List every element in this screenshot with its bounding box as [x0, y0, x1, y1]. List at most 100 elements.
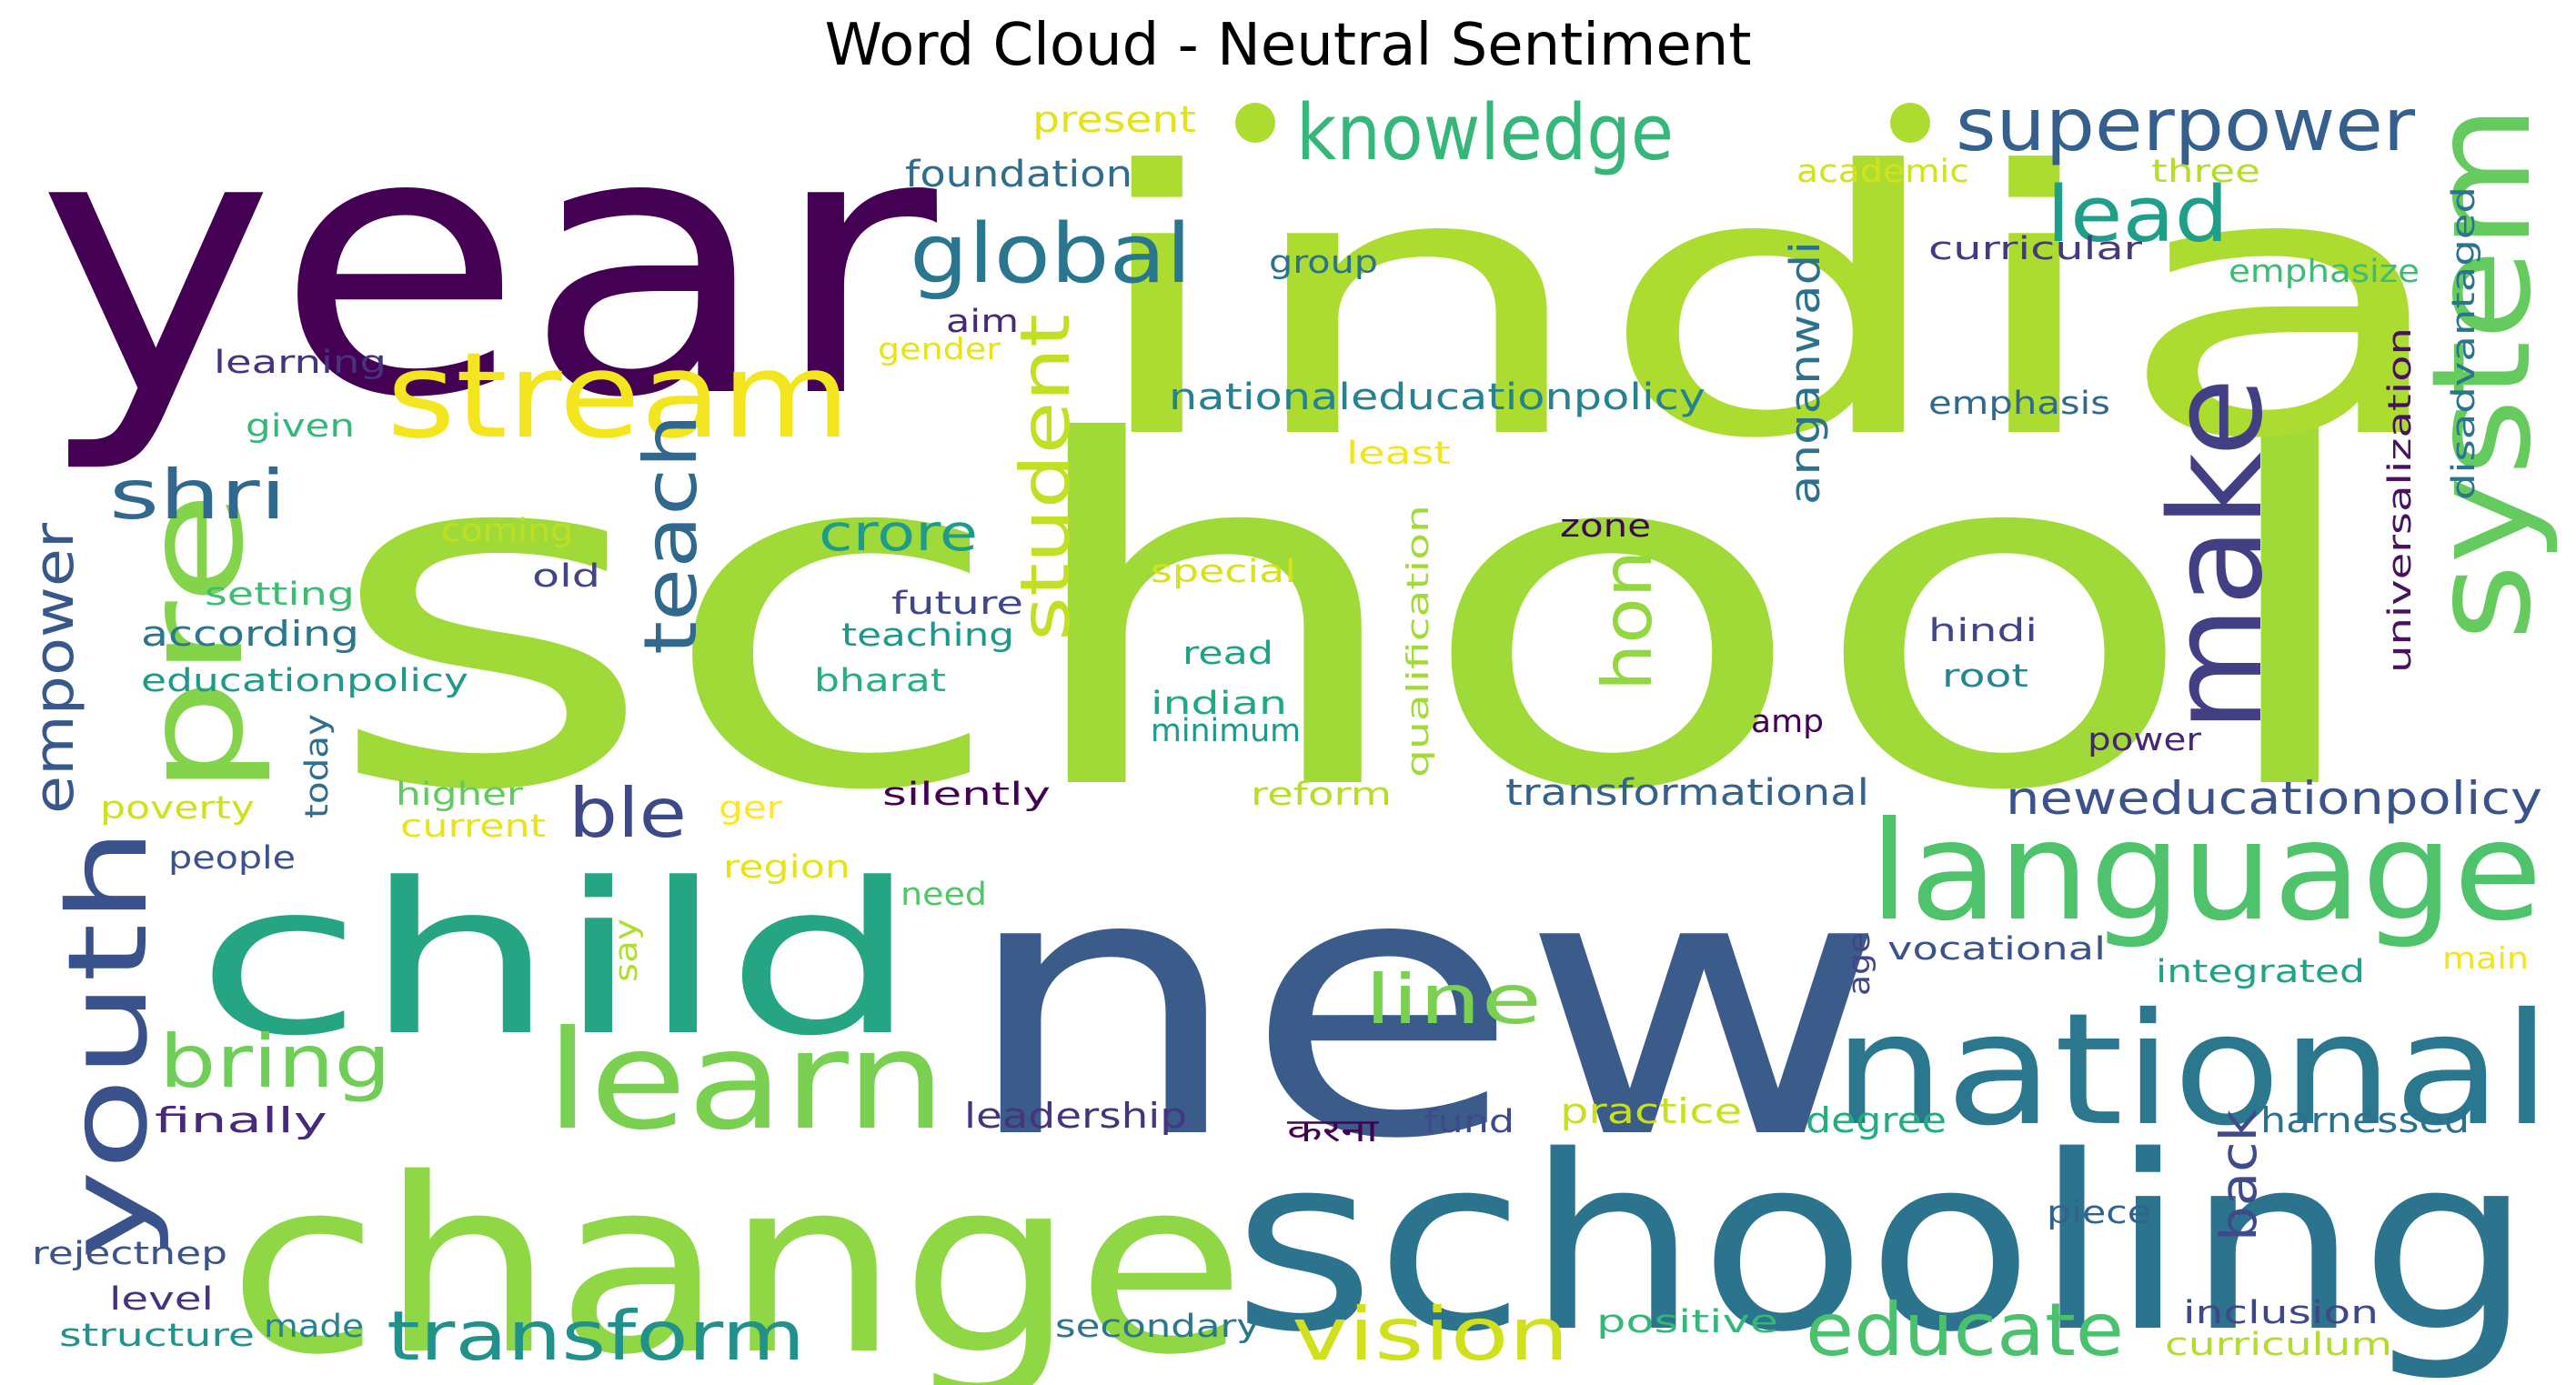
word-global: global	[910, 206, 1192, 302]
word-new: new	[960, 796, 1887, 1219]
word-system: system	[2403, 105, 2561, 641]
word-minimum: minimum	[1151, 713, 1301, 749]
word-higher: higher	[396, 777, 524, 813]
word-structure: structure	[59, 1318, 255, 1354]
word-fund: fund	[1424, 1104, 1514, 1140]
word-special: special	[1151, 554, 1296, 590]
word-learning: learning	[214, 345, 387, 381]
word-according: according	[141, 614, 359, 654]
word-stream: stream	[387, 326, 850, 465]
word-silently: silently	[882, 777, 1051, 813]
word-vocational: vocational	[1887, 931, 2106, 968]
word-old: old	[532, 558, 600, 595]
word-curricular: curricular	[1928, 231, 2143, 267]
word-hindi: hindi	[1928, 613, 2038, 649]
word-crore: crore	[819, 504, 978, 562]
word-rejectnep: rejectnep	[32, 1236, 227, 1272]
word-back: back	[2209, 1109, 2268, 1241]
word-amp: amp	[1751, 704, 1824, 740]
word-group: group	[1269, 245, 1378, 281]
word-academic: academic	[1796, 154, 1969, 190]
word-line: line	[1364, 959, 1542, 1039]
word-leadership: leadership	[964, 1096, 1187, 1136]
word-universalization: universalization	[2382, 327, 2419, 673]
word-finally: finally	[155, 1100, 327, 1140]
word-year: year	[36, 55, 941, 477]
word-devanagari: करना	[1287, 1113, 1379, 1149]
word-reform: reform	[1251, 777, 1392, 813]
word-teach: teach	[629, 414, 713, 655]
chart-title: Word Cloud - Neutral Sentiment	[824, 12, 1752, 79]
word-hon: hon	[1587, 550, 1667, 691]
word-emphasis: emphasis	[1928, 386, 2110, 422]
word-language: language	[1869, 793, 2542, 951]
word-indian: indian	[1151, 686, 1287, 722]
word-poverty: poverty	[100, 790, 255, 827]
word-make: make	[2143, 377, 2291, 732]
word-region: region	[723, 849, 850, 886]
word-least: least	[1346, 436, 1451, 472]
word-anganwadi: anganwadi	[1781, 241, 1829, 505]
word-schooling: schooling	[1233, 1105, 2533, 1385]
word-school: school	[323, 343, 2379, 894]
word-national: national	[1833, 980, 2551, 1160]
word-change: change	[227, 1128, 1246, 1385]
word-harnessed: harnessed	[2260, 1100, 2470, 1140]
word-youth: youth	[45, 828, 172, 1260]
word-level: level	[109, 1281, 214, 1318]
word-superpower: superpower	[1956, 83, 2415, 167]
word-people: people	[168, 840, 296, 877]
word-current: current	[400, 808, 546, 845]
word-lead: lead	[2047, 170, 2229, 260]
word-integrated: integrated	[2156, 954, 2365, 990]
word-need: need	[901, 877, 987, 913]
word-coming: coming	[441, 513, 573, 549]
word-ble: ble	[569, 773, 687, 853]
word-bring: bring	[159, 1019, 391, 1104]
word-transform: transform	[387, 1296, 805, 1376]
word-educationpolicy: educationpolicy	[141, 663, 468, 699]
word-teaching: teaching	[841, 617, 1014, 654]
word-aim: aim	[946, 304, 1019, 340]
word-inclusion: inclusion	[2183, 1295, 2379, 1331]
word-gender: gender	[878, 331, 1001, 366]
decorative-dot	[1235, 103, 1275, 143]
word-knowledge: knowledge	[1296, 88, 1674, 178]
word-vision: vision	[1292, 1292, 1569, 1377]
word-disadvantaged: disadvantaged	[2446, 186, 2482, 500]
word-made: made	[264, 1309, 364, 1345]
word-foundation: foundation	[905, 154, 1132, 196]
word-dots	[1235, 103, 1930, 143]
word-student: student	[1005, 314, 1085, 641]
word-empower: empower	[23, 523, 86, 814]
word-positive: positive	[1596, 1304, 1778, 1340]
word-pre: pre	[116, 491, 274, 796]
word-degree: degree	[1806, 1100, 1947, 1140]
word-ger: ger	[719, 790, 783, 827]
word-qualification: qualification	[1400, 505, 1435, 778]
word-learn: learn	[546, 1002, 946, 1160]
word-three: three	[2151, 154, 2260, 190]
word-say: say	[609, 918, 645, 982]
word-main: main	[2442, 940, 2529, 976]
word-given: given	[246, 408, 355, 445]
word-neweducationpolicy: neweducationpolicy	[2006, 772, 2542, 825]
word-read: read	[1182, 636, 1273, 672]
word-shri: shri	[109, 455, 287, 535]
word-curriculum: curriculum	[2165, 1327, 2392, 1363]
word-bharat: bharat	[814, 663, 946, 699]
word-present: present	[1032, 99, 1196, 141]
word-setting: setting	[205, 577, 355, 613]
word-child: child	[196, 839, 919, 1082]
word-today: today	[299, 714, 336, 818]
word-piece: piece	[2047, 1195, 2151, 1231]
word-practice: practice	[1560, 1091, 1742, 1131]
word-root: root	[1942, 658, 2028, 695]
word-transformational: transformational	[1505, 772, 1869, 814]
word-age: age	[1841, 932, 1877, 996]
word-power: power	[2088, 722, 2202, 758]
word-emphasize: emphasize	[2229, 254, 2420, 290]
word-educate: educate	[1806, 1288, 2124, 1372]
